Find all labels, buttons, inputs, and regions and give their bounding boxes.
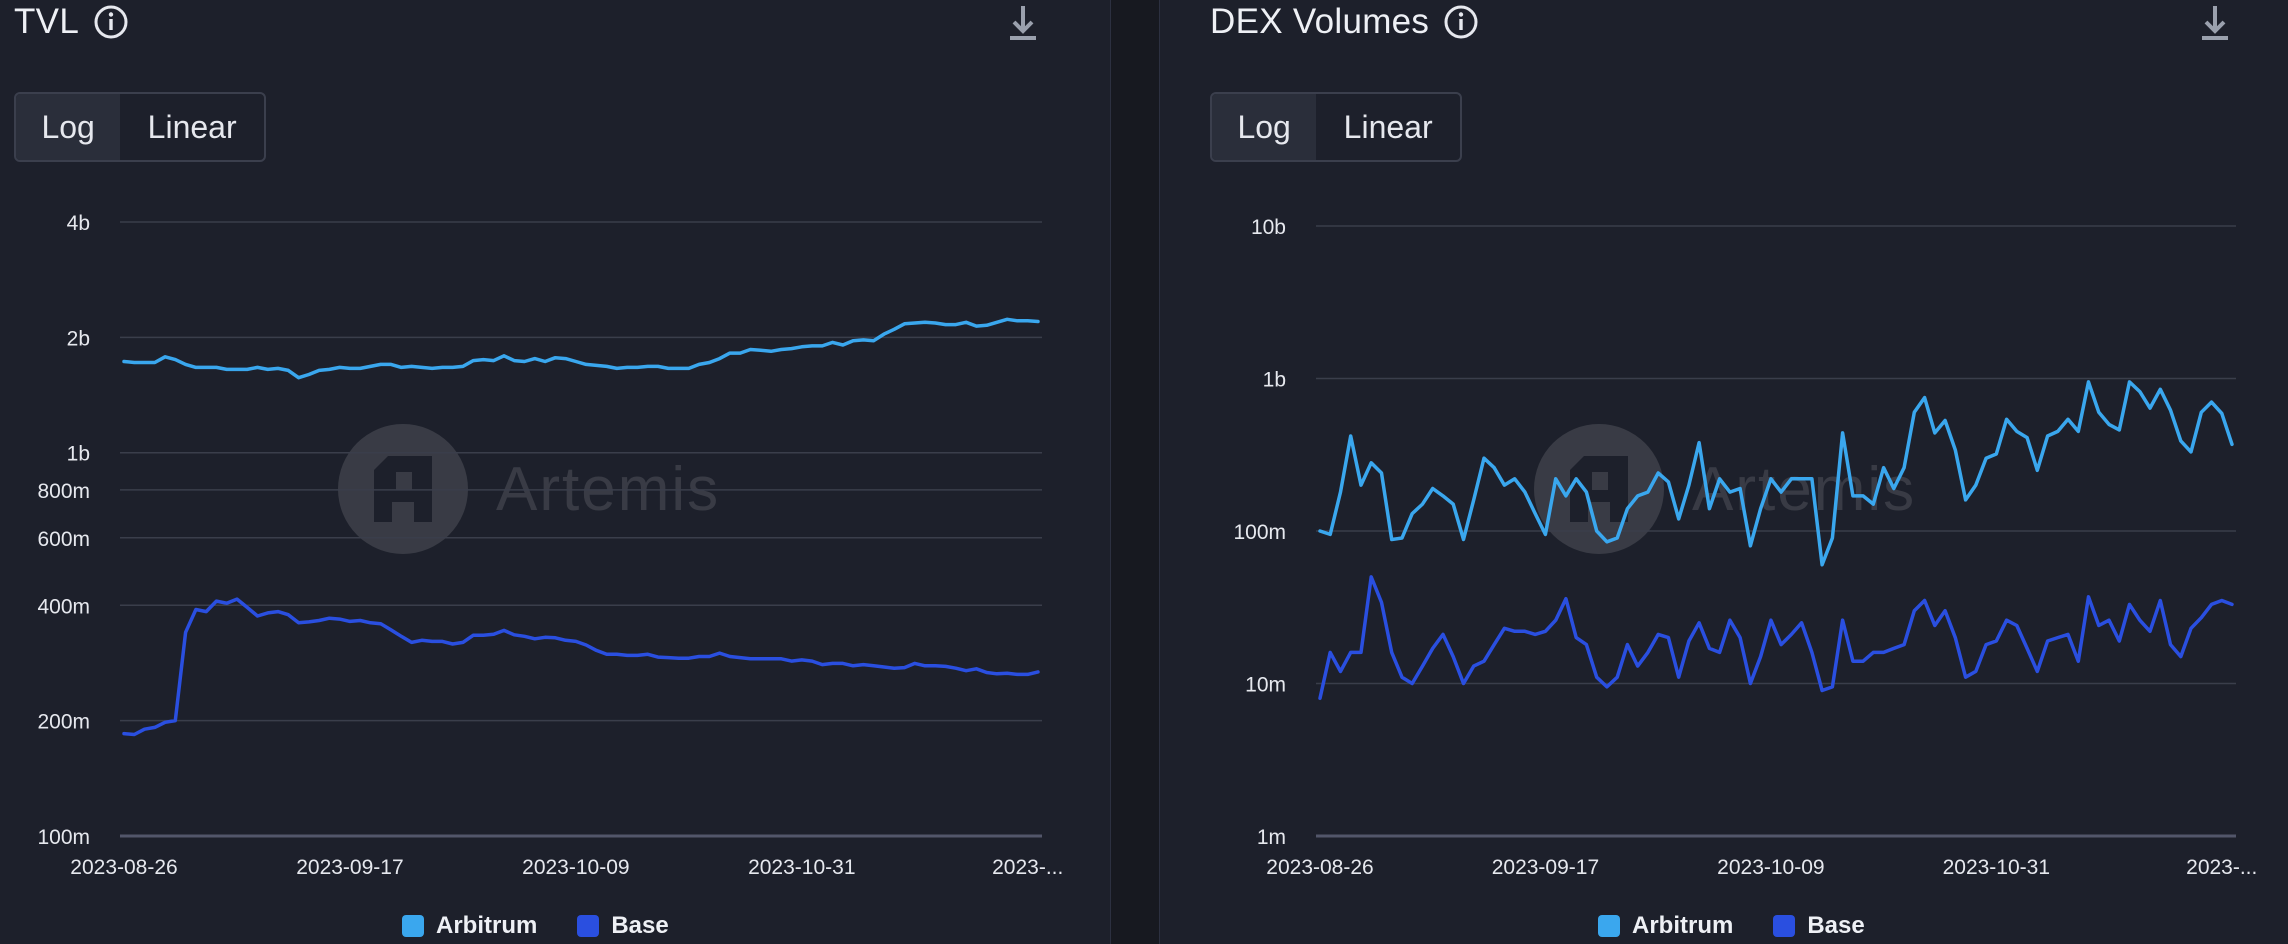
y-tick-label: 800m xyxy=(37,480,90,503)
dex-linear-button[interactable]: Linear xyxy=(1343,108,1433,145)
legend-item-base[interactable]: Base xyxy=(1773,912,1865,940)
series-line-base xyxy=(122,597,1040,737)
tvl-title: TVL xyxy=(14,2,80,41)
y-tick-label: 2b xyxy=(67,327,90,350)
tvl-chart: 4b 2b 1b 800m 600m 400m 200m 100m 2023-08-26 2023… xyxy=(37,212,1063,879)
base-swatch xyxy=(1773,915,1796,937)
y-tick-label: 4b xyxy=(67,212,90,235)
tvl-title-row: TVL xyxy=(14,2,129,42)
dex-scale-toggle: Log Linear xyxy=(1210,92,1462,162)
base-swatch xyxy=(577,915,600,937)
x-tick-label: 2023-09-17 xyxy=(1492,856,1599,879)
legend-label: Arbitrum xyxy=(1632,912,1734,939)
y-tick-label: 600m xyxy=(37,528,90,551)
x-tick-label: 2023-08-26 xyxy=(1266,856,1373,879)
dex-log-button[interactable]: Log xyxy=(1212,94,1317,160)
dex-title-row: DEX Volumes xyxy=(1210,2,1479,42)
legend-label: Base xyxy=(611,912,669,939)
y-tick-label: 100m xyxy=(37,826,90,849)
y-tick-label: 100m xyxy=(1233,521,1286,544)
x-tick-label: 2023-... xyxy=(2186,856,2257,879)
tvl-legend: Arbitrum Base xyxy=(402,912,669,940)
series-line-arbitrum xyxy=(122,317,1040,380)
x-tick-label: 2023-09-17 xyxy=(296,856,403,879)
y-tick-label: 400m xyxy=(37,595,90,618)
dex-volumes-title: DEX Volumes xyxy=(1210,2,1430,41)
x-tick-label: 2023-08-26 xyxy=(70,856,177,879)
series-line-arbitrum xyxy=(1318,380,2234,567)
y-tick-label: 10m xyxy=(1245,674,1286,697)
legend-label: Base xyxy=(1807,912,1865,939)
tvl-log-button[interactable]: Log xyxy=(16,94,121,160)
y-tick-label: 10b xyxy=(1251,216,1286,239)
tvl-scale-toggle: Log Linear xyxy=(14,92,266,162)
download-icon[interactable] xyxy=(1006,2,1040,44)
tvl-panel: TVL Log Linear Artemis 4b 2b 1b 800m 600m 400… xyxy=(0,0,1110,944)
arbitrum-swatch xyxy=(1598,915,1620,937)
tvl-linear-button[interactable]: Linear xyxy=(147,108,237,145)
dex-volumes-chart: 10b 1b 100m 10m 1m 2023-08-26 2023-09-17 2023-1… xyxy=(1233,216,2257,879)
y-tick-label: 1b xyxy=(1263,369,1286,392)
x-tick-label: 2023-10-31 xyxy=(1943,856,2050,879)
y-tick-label: 1m xyxy=(1257,826,1286,849)
y-tick-label: 1b xyxy=(67,443,90,466)
x-tick-label: 2023-10-09 xyxy=(1717,856,1824,879)
legend-item-base[interactable]: Base xyxy=(577,912,669,940)
dex-volumes-panel: DEX Volumes Log Linear Artemis 10b 1b 100m… xyxy=(1160,0,2288,944)
download-icon[interactable] xyxy=(2198,2,2232,44)
x-tick-label: 2023-10-09 xyxy=(522,856,629,879)
x-tick-label: 2023-10-31 xyxy=(748,856,855,879)
legend-label: Arbitrum xyxy=(436,912,538,939)
dex-legend: Arbitrum Base xyxy=(1598,912,1865,940)
legend-item-arbitrum[interactable]: Arbitrum xyxy=(402,912,537,940)
arbitrum-swatch xyxy=(402,915,424,937)
info-icon[interactable] xyxy=(1443,4,1479,40)
series-line-base xyxy=(1318,575,2234,701)
legend-item-arbitrum[interactable]: Arbitrum xyxy=(1598,912,1733,940)
panel-divider xyxy=(1110,0,1160,944)
y-tick-label: 200m xyxy=(37,711,90,734)
info-icon[interactable] xyxy=(93,4,129,40)
x-tick-label: 2023-... xyxy=(992,856,1063,879)
